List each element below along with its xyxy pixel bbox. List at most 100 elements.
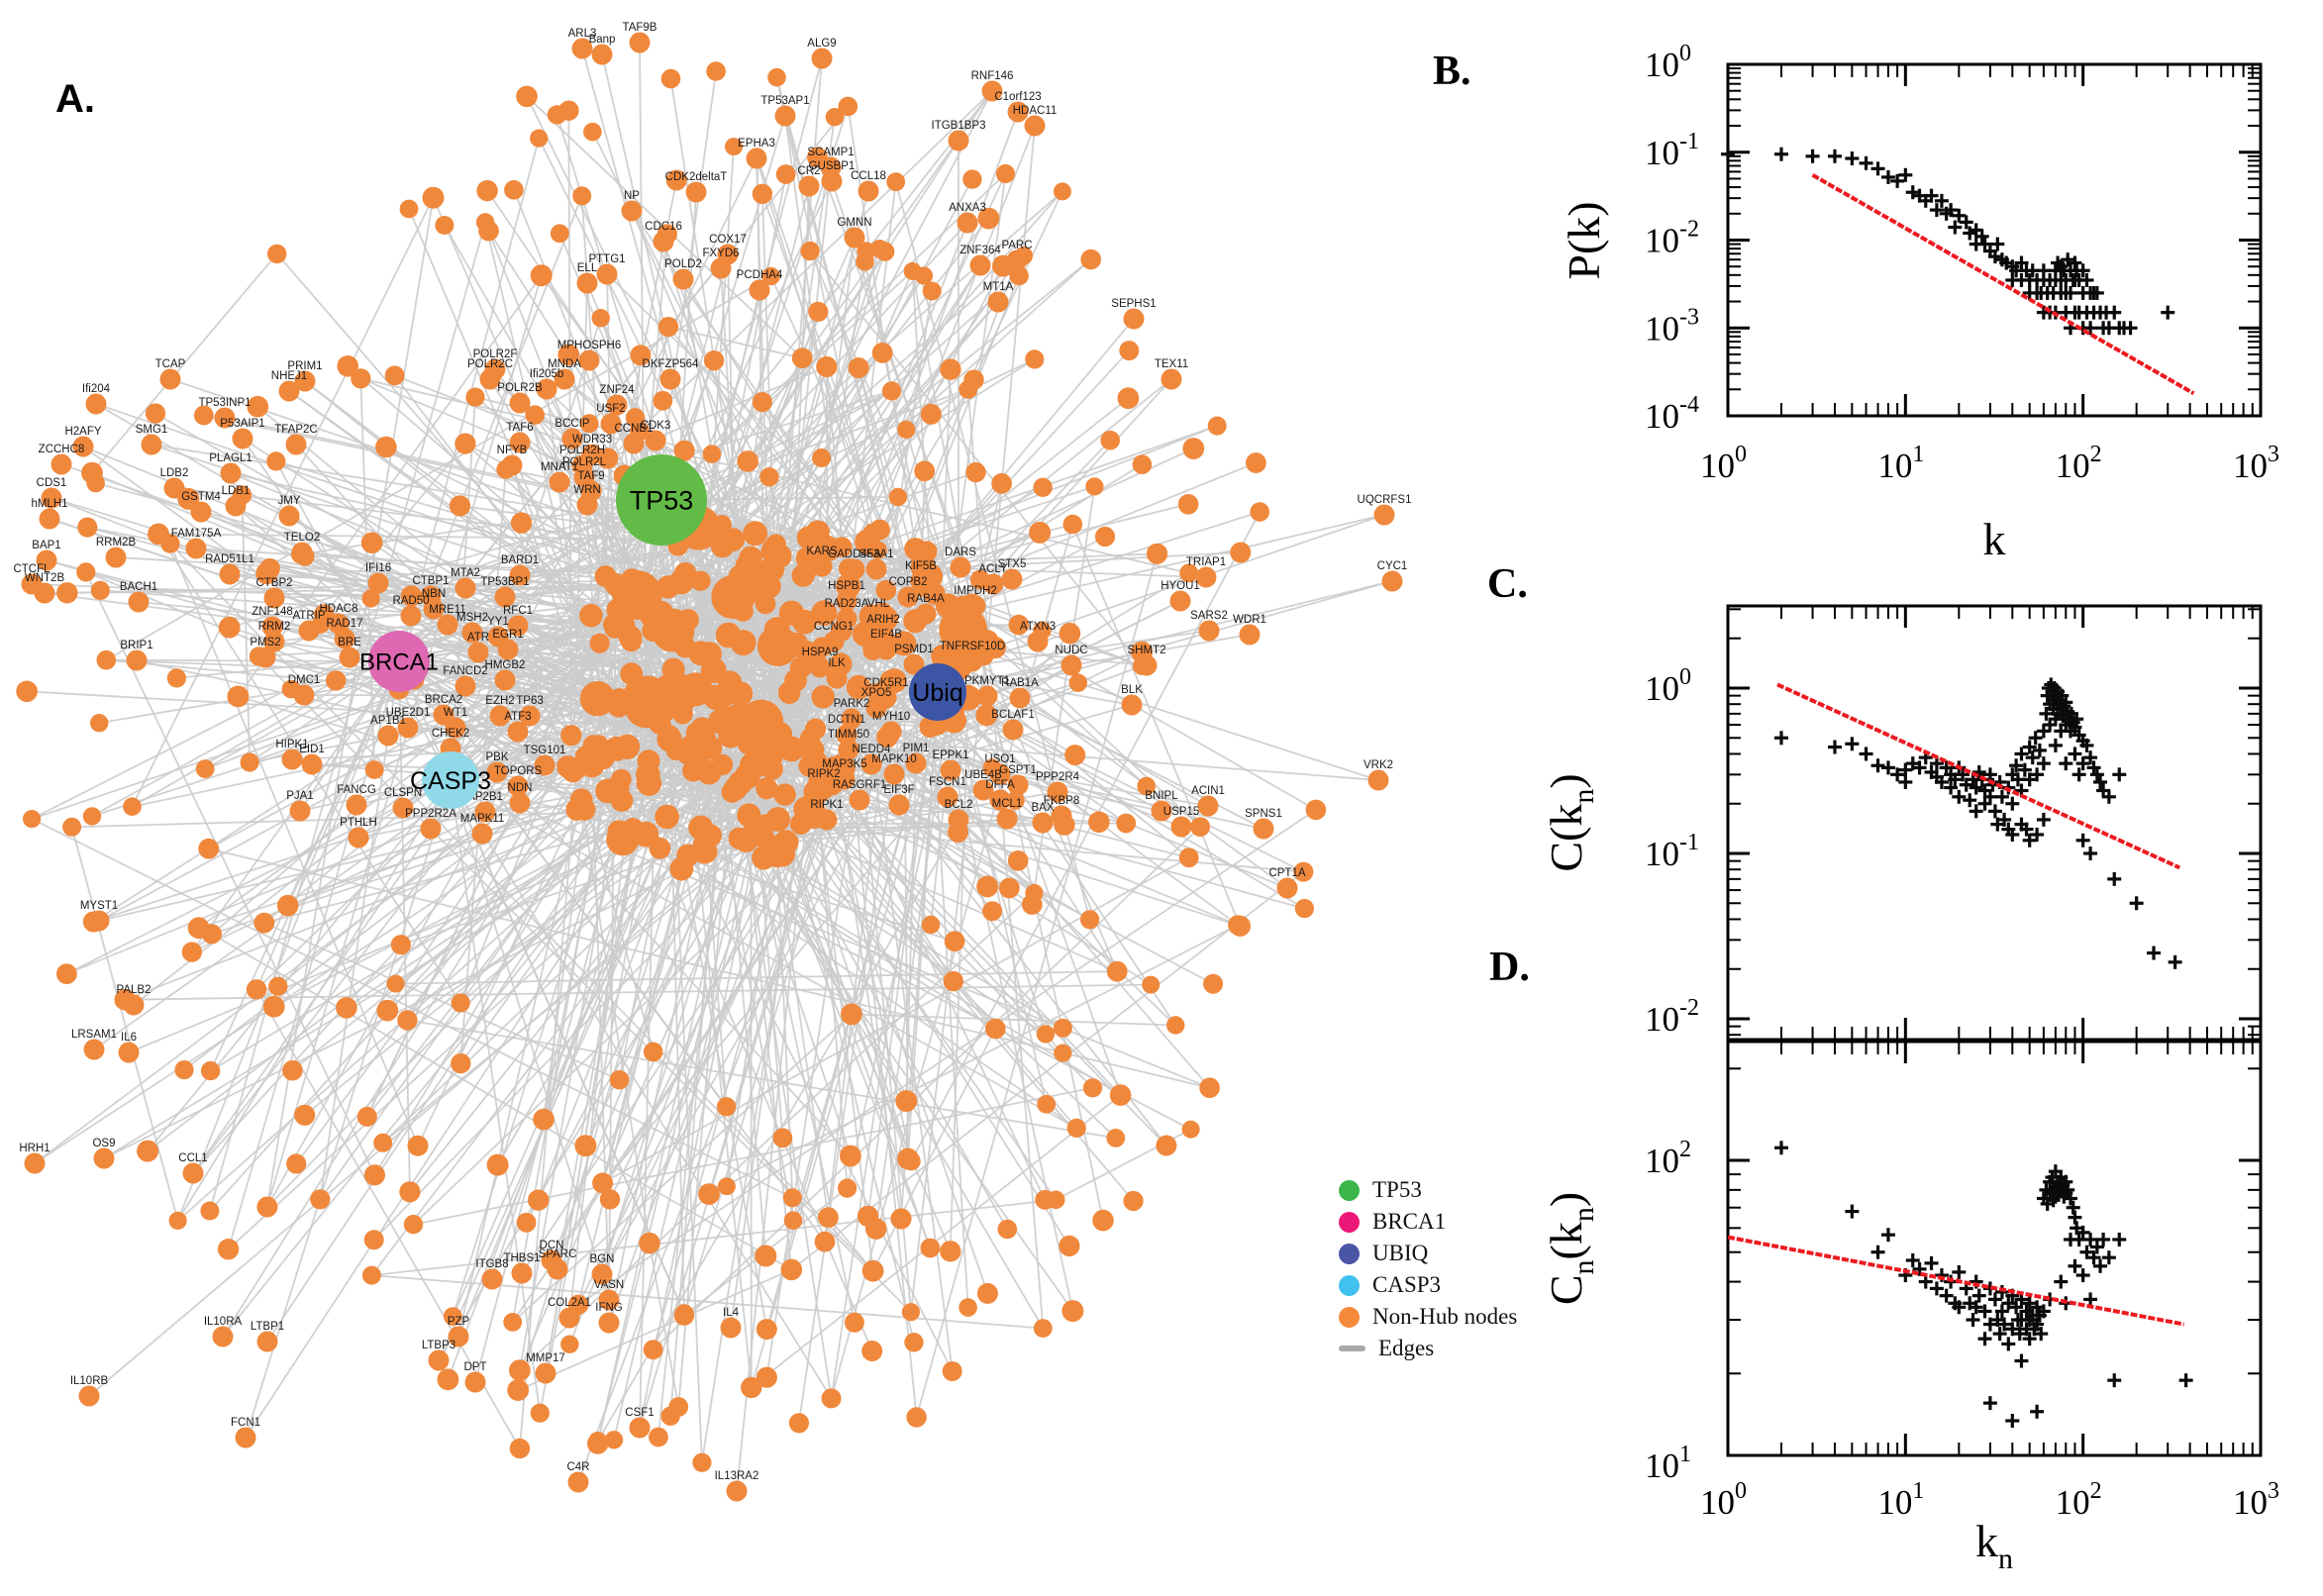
gene-node[interactable] bbox=[34, 582, 55, 604]
gene-node[interactable] bbox=[214, 407, 236, 429]
gene-node[interactable] bbox=[976, 685, 998, 707]
gene-node[interactable] bbox=[489, 705, 511, 727]
gene-node[interactable] bbox=[836, 590, 858, 612]
gene-node[interactable] bbox=[823, 631, 845, 652]
gene-node[interactable] bbox=[659, 368, 681, 390]
gene-node[interactable] bbox=[629, 32, 651, 53]
gene-node[interactable] bbox=[811, 48, 833, 69]
hub-node-casp3[interactable] bbox=[422, 751, 479, 809]
gene-node[interactable] bbox=[509, 564, 531, 586]
gene-node[interactable] bbox=[746, 148, 767, 169]
gene-node[interactable] bbox=[883, 763, 905, 785]
gene-node[interactable] bbox=[1170, 816, 1192, 838]
gene-node[interactable] bbox=[1151, 800, 1172, 822]
gene-node[interactable] bbox=[821, 170, 843, 192]
gene-node[interactable] bbox=[301, 753, 323, 775]
gene-node[interactable] bbox=[72, 436, 94, 457]
gene-node[interactable] bbox=[1024, 115, 1046, 137]
gene-node[interactable] bbox=[948, 130, 969, 151]
gene-node[interactable] bbox=[798, 175, 820, 197]
gene-node[interactable] bbox=[534, 754, 556, 776]
gene-node[interactable] bbox=[123, 994, 145, 1016]
gene-node[interactable] bbox=[83, 1039, 105, 1060]
gene-node[interactable] bbox=[1253, 818, 1274, 840]
gene-node[interactable] bbox=[600, 413, 622, 435]
gene-node[interactable] bbox=[549, 471, 570, 493]
gene-node[interactable] bbox=[1027, 631, 1049, 652]
gene-node[interactable] bbox=[423, 598, 445, 620]
gene-node[interactable] bbox=[1381, 570, 1403, 592]
gene-node[interactable] bbox=[811, 555, 833, 577]
gene-node[interactable] bbox=[888, 794, 910, 816]
gene-node[interactable] bbox=[509, 432, 531, 453]
gene-node[interactable] bbox=[948, 809, 969, 831]
gene-node[interactable] bbox=[474, 801, 496, 823]
gene-node[interactable] bbox=[291, 542, 313, 563]
gene-node[interactable] bbox=[39, 508, 60, 530]
gene-node[interactable] bbox=[400, 605, 422, 627]
gene-node[interactable] bbox=[685, 181, 707, 203]
gene-node[interactable] bbox=[36, 549, 57, 571]
gene-node[interactable] bbox=[558, 1307, 580, 1329]
gene-node[interactable] bbox=[982, 573, 1004, 595]
gene-node[interactable] bbox=[163, 477, 185, 499]
gene-node[interactable] bbox=[212, 1326, 234, 1347]
gene-node[interactable] bbox=[836, 608, 858, 630]
gene-node[interactable] bbox=[774, 105, 796, 127]
gene-node[interactable] bbox=[1276, 877, 1298, 899]
gene-node[interactable] bbox=[826, 667, 848, 689]
gene-node[interactable] bbox=[915, 603, 937, 625]
gene-node[interactable] bbox=[996, 808, 1018, 830]
gene-node[interactable] bbox=[428, 1349, 450, 1371]
gene-node[interactable] bbox=[367, 572, 389, 594]
gene-node[interactable] bbox=[225, 495, 247, 517]
gene-node[interactable] bbox=[1051, 805, 1072, 827]
gene-node[interactable] bbox=[596, 263, 618, 285]
gene-node[interactable] bbox=[507, 721, 529, 743]
gene-node[interactable] bbox=[497, 639, 519, 660]
gene-node[interactable] bbox=[467, 642, 489, 663]
gene-node[interactable] bbox=[278, 380, 300, 402]
gene-node[interactable] bbox=[940, 759, 961, 781]
gene-node[interactable] bbox=[93, 1147, 115, 1169]
gene-node[interactable] bbox=[606, 394, 628, 416]
gene-node[interactable] bbox=[24, 1152, 46, 1174]
gene-node[interactable] bbox=[1060, 654, 1082, 676]
gene-node[interactable] bbox=[1007, 101, 1029, 123]
gene-node[interactable] bbox=[494, 586, 516, 608]
gene-node[interactable] bbox=[1047, 781, 1068, 803]
gene-node[interactable] bbox=[461, 622, 483, 644]
gene-node[interactable] bbox=[621, 200, 643, 222]
gene-node[interactable] bbox=[1195, 566, 1217, 588]
gene-node[interactable] bbox=[623, 433, 645, 454]
gene-node[interactable] bbox=[1239, 624, 1261, 646]
gene-node[interactable] bbox=[554, 368, 575, 390]
gene-node[interactable] bbox=[509, 392, 531, 414]
gene-node[interactable] bbox=[232, 428, 253, 449]
gene-node[interactable] bbox=[420, 818, 442, 840]
gene-node[interactable] bbox=[128, 591, 150, 613]
gene-node[interactable] bbox=[1002, 719, 1024, 741]
gene-node[interactable] bbox=[256, 1331, 278, 1352]
gene-node[interactable] bbox=[1169, 590, 1191, 612]
gene-node[interactable] bbox=[281, 748, 303, 770]
gene-node[interactable] bbox=[220, 462, 242, 484]
gene-node[interactable] bbox=[536, 378, 557, 400]
gene-node[interactable] bbox=[105, 547, 127, 568]
gene-node[interactable] bbox=[339, 647, 360, 668]
gene-node[interactable] bbox=[989, 763, 1011, 785]
gene-node[interactable] bbox=[454, 577, 476, 599]
gene-node[interactable] bbox=[591, 1263, 613, 1285]
gene-node[interactable] bbox=[511, 1262, 533, 1284]
gene-node[interactable] bbox=[867, 608, 889, 630]
gene-node[interactable] bbox=[598, 1312, 620, 1334]
gene-node[interactable] bbox=[710, 257, 732, 279]
gene-node[interactable] bbox=[571, 38, 593, 59]
hub-node-tp53[interactable] bbox=[616, 454, 707, 546]
gene-node[interactable] bbox=[598, 1289, 620, 1311]
gene-node[interactable] bbox=[972, 779, 994, 801]
gene-node[interactable] bbox=[1161, 368, 1182, 390]
gene-node[interactable] bbox=[484, 358, 506, 380]
gene-node[interactable] bbox=[159, 368, 181, 390]
